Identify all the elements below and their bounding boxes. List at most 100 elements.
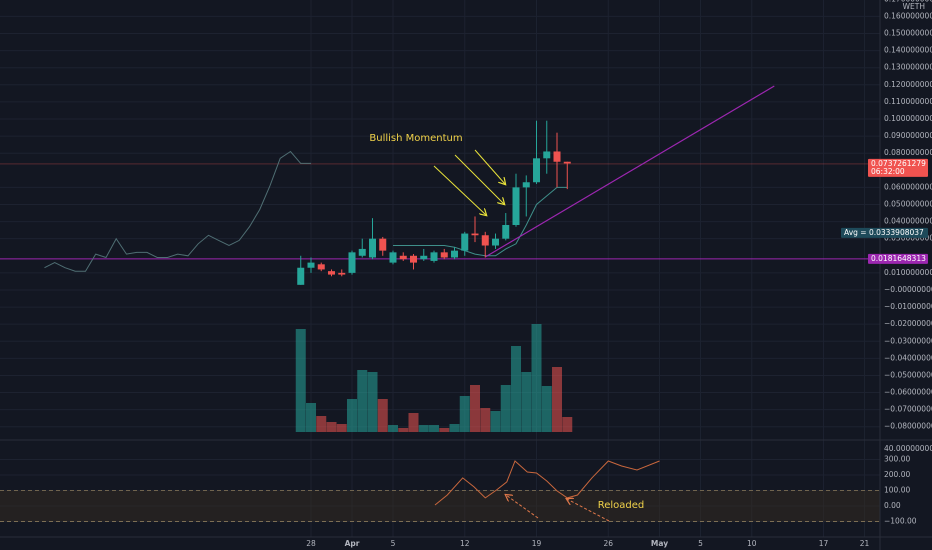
volume-bar (357, 370, 368, 432)
candle-body (420, 255, 428, 260)
candle-body (543, 151, 551, 159)
volume-bar (305, 403, 316, 432)
candle-body (317, 264, 325, 270)
x-tick-label: 26 (603, 539, 613, 548)
level-time: 06:32:00 (871, 167, 905, 176)
currency-label: WETH (903, 2, 925, 11)
candle-body (430, 252, 438, 261)
volume-bar (449, 424, 460, 432)
grid (0, 0, 880, 537)
y-tick-label: −0.0200000000 (884, 319, 932, 328)
arrow (454, 154, 504, 204)
line (44, 150, 311, 272)
volume-bar (347, 399, 357, 432)
volume-bar (418, 425, 429, 432)
candle-body (327, 271, 335, 275)
y2-tick-label: 200.00 (884, 470, 910, 479)
volume-bar (470, 385, 481, 432)
candle-body (471, 233, 479, 236)
volume-bar (500, 385, 511, 432)
annotation: Reloaded (598, 500, 645, 511)
scale-label: 40.0000000000 (884, 444, 932, 453)
y2-tick-label: 100.00 (884, 485, 910, 494)
candle-body (307, 262, 315, 268)
candle-body (553, 151, 561, 162)
band (0, 490, 880, 522)
plot (0, 85, 880, 522)
volume-bar (398, 428, 409, 432)
volume-bar (295, 329, 306, 432)
arrow (506, 495, 539, 519)
volume-bar (439, 428, 450, 432)
volume-bar (367, 372, 378, 432)
level-label-box (868, 158, 928, 177)
candle-body (338, 272, 346, 275)
x-tick-label: 10 (747, 539, 757, 548)
x-tick-label: May (651, 539, 668, 548)
candle-body (481, 235, 489, 246)
x-tick-label: 5 (391, 539, 396, 548)
volume-bar (408, 413, 419, 432)
candle-body (522, 182, 530, 188)
candle-body (533, 158, 541, 183)
y2-tick-label: 300.00 (884, 454, 910, 463)
volume-bar (562, 417, 573, 432)
x-tick-label: 28 (306, 539, 316, 548)
volume-bar (459, 396, 470, 432)
arrow (474, 149, 505, 184)
y-tick-label: −0.0700000000 (884, 405, 932, 414)
y-tick-label: 0.0100000000 (884, 268, 932, 277)
level-label: Avg = 0.0333908037 (844, 228, 924, 237)
candle-body (451, 250, 459, 258)
y-tick-label: −0.0100000000 (884, 302, 932, 311)
candle-body (379, 238, 387, 251)
x-tick-label: 19 (532, 539, 542, 548)
candle-body (389, 252, 397, 263)
y-tick-label: −0.0000000000 (884, 285, 932, 294)
x-tick-label: Apr (345, 539, 360, 548)
level-label-box (841, 227, 928, 238)
line (393, 186, 568, 257)
y-tick-label: 0.1700000000 (884, 0, 932, 3)
volume-bar (336, 424, 347, 432)
volume-bar (531, 324, 542, 432)
volume-bar (377, 399, 388, 432)
volume-bar (511, 346, 522, 432)
candle-body (369, 238, 377, 258)
candle-body (440, 252, 448, 258)
volume-bar (541, 386, 552, 432)
y2-tick-label: −100.00 (884, 516, 917, 525)
arrow (433, 165, 486, 215)
candle-body (563, 161, 571, 164)
candle-body (399, 255, 407, 260)
volume-bar (521, 372, 532, 432)
level-label: 0.0181648313 (871, 254, 926, 263)
volume-bar (316, 416, 327, 432)
y2-tick-label: 0.00 (884, 501, 901, 510)
x-tick-label: 12 (460, 539, 470, 548)
candle-body (461, 233, 469, 251)
candle-body (410, 255, 418, 263)
x-tick-label: 21 (860, 539, 870, 548)
volume-bar (326, 422, 337, 432)
candle-body (502, 224, 510, 239)
volume-bar (388, 425, 399, 432)
x-tick-label: 5 (698, 539, 703, 548)
